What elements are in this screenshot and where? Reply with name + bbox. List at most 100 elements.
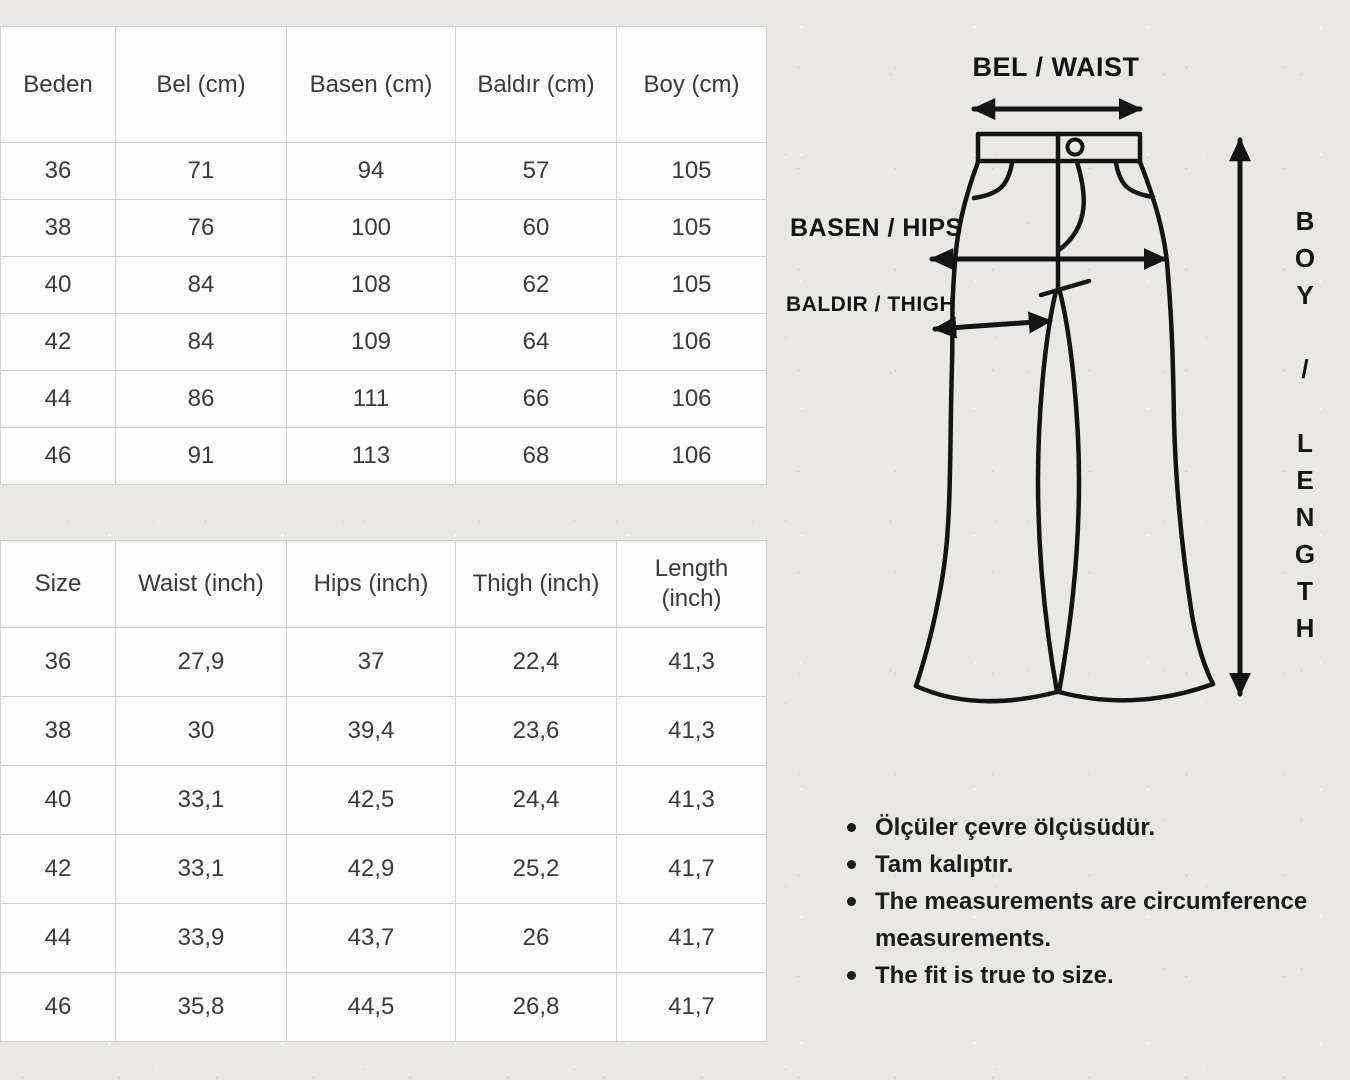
table-row: 38 30 39,4 23,6 41,3 — [0, 696, 767, 766]
column-header: Basen (cm) — [286, 26, 456, 143]
table-cell: 42 — [0, 313, 116, 371]
table-cell: 46 — [0, 972, 116, 1042]
vertical-letter: E — [1296, 465, 1314, 495]
column-header: Boy (cm) — [616, 26, 767, 143]
table-cell: 106 — [616, 313, 767, 371]
column-header: Beden — [0, 26, 116, 143]
vertical-letter: B — [1295, 206, 1315, 236]
table-row: 42 84 109 64 106 — [0, 313, 767, 371]
table-cell: 84 — [115, 313, 287, 371]
table-cell: 41,3 — [616, 696, 767, 766]
table-cell: 40 — [0, 256, 116, 314]
right-pocket-curve — [1113, 160, 1156, 200]
column-header: Thigh (inch) — [455, 540, 617, 628]
table-row: 46 35,8 44,5 26,8 41,7 — [0, 972, 767, 1042]
table-cell: 36 — [0, 627, 116, 697]
table-cell: 105 — [616, 256, 767, 314]
vertical-letter — [1283, 388, 1327, 425]
vertical-letter — [1283, 314, 1327, 351]
table-cell: 91 — [115, 427, 287, 485]
note-item: Tam kalıptır. — [843, 846, 1321, 883]
table-cell: 36 — [0, 142, 116, 200]
table-cell: 22,4 — [455, 627, 617, 697]
table-row: 44 33,9 43,7 26 41,7 — [0, 903, 767, 973]
table-cell: 26 — [455, 903, 617, 973]
table-cell: 106 — [616, 370, 767, 428]
table-cell: 37 — [286, 627, 456, 697]
inch-size-table: Size Waist (inch) Hips (inch) Thigh (inch) L… — [0, 540, 767, 1042]
cm-size-table: Beden Bel (cm) Basen (cm) Baldır (cm) Boy (c… — [0, 26, 767, 485]
table-cell: 30 — [115, 696, 287, 766]
table-row: 36 71 94 57 105 — [0, 142, 767, 200]
table-cell: 41,3 — [616, 765, 767, 835]
table-cell: 23,6 — [455, 696, 617, 766]
hips-label: BASEN / HIPS — [790, 214, 963, 242]
column-header: Waist (inch) — [115, 540, 287, 628]
table-cell: 43,7 — [286, 903, 456, 973]
table-cell: 38 — [0, 696, 116, 766]
table-row: 46 91 113 68 106 — [0, 427, 767, 485]
table-cell: 42 — [0, 834, 116, 904]
column-header: Baldır (cm) — [455, 26, 617, 143]
vertical-letter: H — [1295, 613, 1315, 643]
table-row: 40 84 108 62 105 — [0, 256, 767, 314]
table-cell: 57 — [455, 142, 617, 200]
right-inseam — [1056, 289, 1082, 695]
table-row: 44 86 111 66 106 — [0, 370, 767, 428]
table-cell: 44,5 — [286, 972, 456, 1042]
table-cell: 26,8 — [455, 972, 617, 1042]
table-cell: 35,8 — [115, 972, 287, 1042]
left-pocket-curve — [971, 160, 1015, 201]
vertical-letter: O — [1294, 243, 1316, 273]
vertical-letter: L — [1297, 428, 1313, 458]
table-cell: 68 — [455, 427, 617, 485]
table-cell: 40 — [0, 765, 116, 835]
table-cell: 42,5 — [286, 765, 456, 835]
table-cell: 111 — [286, 370, 456, 428]
fly-stitch-curve — [1056, 159, 1086, 253]
table-cell: 60 — [455, 199, 617, 257]
table-cell: 113 — [286, 427, 456, 485]
thigh-arrow — [932, 311, 1053, 339]
note-item: Ölçüler çevre ölçüsüdür. — [843, 809, 1321, 846]
vertical-letter: / — [1301, 354, 1309, 384]
table-cell: 86 — [115, 370, 287, 428]
table-cell: 108 — [286, 256, 456, 314]
table-row: 42 33,1 42,9 25,2 41,7 — [0, 834, 767, 904]
note-item: The measurements are circumference measu… — [843, 883, 1321, 957]
vertical-letter: G — [1294, 539, 1316, 569]
table-cell: 39,4 — [286, 696, 456, 766]
right-hem — [1056, 681, 1216, 703]
waist-button-icon — [1065, 137, 1085, 157]
crotch-tick-mark — [1038, 278, 1092, 298]
table-cell: 66 — [455, 370, 617, 428]
table-cell: 94 — [286, 142, 456, 200]
cm-table-header-row: Beden Bel (cm) Basen (cm) Baldır (cm) Boy (c… — [0, 26, 767, 143]
vertical-letter: Y — [1296, 280, 1314, 310]
table-row: 38 76 100 60 105 — [0, 199, 767, 257]
left-outer-seam — [913, 159, 981, 689]
table-cell: 62 — [455, 256, 617, 314]
note-item: The fit is true to size. — [843, 957, 1321, 994]
column-header: Hips (inch) — [286, 540, 456, 628]
table-cell: 24,4 — [455, 765, 617, 835]
left-hem — [913, 683, 1060, 704]
thigh-label: BALDIR / THIGH — [786, 293, 956, 316]
table-cell: 106 — [616, 427, 767, 485]
table-cell: 42,9 — [286, 834, 456, 904]
left-inseam — [1035, 288, 1060, 695]
vertical-letter: T — [1297, 576, 1313, 606]
table-cell: 44 — [0, 903, 116, 973]
table-cell: 105 — [616, 199, 767, 257]
inch-table-header-row: Size Waist (inch) Hips (inch) Thigh (inch) L… — [0, 540, 767, 628]
table-cell: 105 — [616, 142, 767, 200]
table-cell: 33,1 — [115, 834, 287, 904]
table-cell: 41,7 — [616, 834, 767, 904]
table-cell: 41,7 — [616, 972, 767, 1042]
vertical-letter: N — [1295, 502, 1315, 532]
column-header: Length (inch) — [616, 540, 767, 628]
table-cell: 109 — [286, 313, 456, 371]
